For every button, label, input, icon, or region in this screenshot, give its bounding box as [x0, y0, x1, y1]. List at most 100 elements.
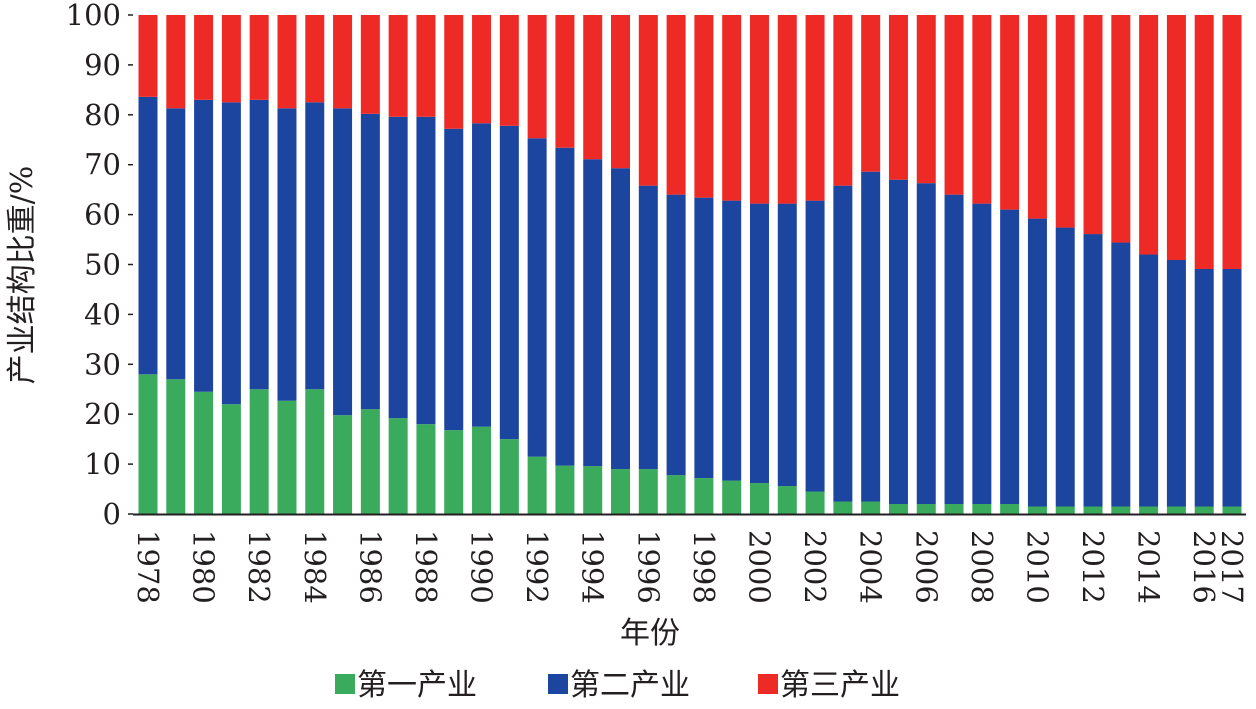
y-tick-label: 70 — [84, 148, 121, 182]
bar-segment-1997-series-1 — [666, 475, 686, 514]
bar-segment-2001-series-3 — [777, 15, 797, 204]
x-tick-label: 2016 — [1187, 530, 1221, 604]
bar-segment-2009-series-2 — [1000, 209, 1020, 505]
bar-segment-2007-series-3 — [944, 15, 964, 195]
bar-segment-1994-series-1 — [583, 466, 603, 514]
bar-segment-1992-series-1 — [527, 456, 547, 514]
bar-segment-1991-series-3 — [499, 15, 519, 126]
bar-segment-2006-series-1 — [916, 504, 936, 514]
bar-segment-1986-series-2 — [360, 113, 380, 410]
bar-segment-1996-series-1 — [638, 469, 658, 514]
bar-segment-1981-series-2 — [221, 102, 241, 405]
x-tick-label: 1990 — [465, 530, 499, 604]
bar-segment-2014-series-2 — [1139, 254, 1159, 507]
bar-segment-1987-series-2 — [388, 116, 408, 419]
x-tick-label: 2008 — [965, 530, 999, 604]
x-tick-label: 1982 — [242, 530, 276, 604]
bar-segment-1985-series-3 — [333, 15, 353, 109]
bar-segment-2010-series-1 — [1027, 506, 1047, 514]
x-tick-label: 1998 — [687, 530, 721, 604]
bar-segment-1984-series-1 — [305, 389, 325, 514]
x-tick-label: 1992 — [520, 530, 554, 604]
x-tick-label: 1984 — [298, 530, 332, 604]
bar-segment-1980-series-1 — [194, 391, 214, 514]
y-tick-label: 60 — [84, 198, 121, 232]
bar-segment-1994-series-2 — [583, 159, 603, 467]
y-tick-label: 50 — [84, 248, 121, 282]
y-axis: 0 10 20 30 40 50 60 70 80 90 100 — [66, 0, 133, 531]
bar-segment-1980-series-2 — [194, 99, 214, 392]
bar-segment-2010-series-2 — [1027, 218, 1047, 507]
bar-segment-1988-series-2 — [416, 116, 436, 425]
bar-segment-2014-series-3 — [1139, 15, 1159, 255]
bar-segment-2013-series-3 — [1111, 15, 1131, 243]
bar-segment-1988-series-3 — [416, 15, 436, 117]
bar-segment-1999-series-1 — [722, 480, 742, 514]
bar-segment-2002-series-2 — [805, 200, 825, 492]
y-tick-label: 80 — [84, 98, 121, 132]
bar-segment-1998-series-1 — [694, 478, 714, 514]
y-axis-label: 产业结构比重/% — [5, 166, 40, 385]
bar-segment-2016-series-3 — [1194, 15, 1214, 269]
legend-swatch-3 — [758, 674, 778, 694]
bar-segment-2012-series-1 — [1083, 506, 1103, 514]
bar-segment-2002-series-3 — [805, 15, 825, 201]
x-tick-label: 1996 — [631, 530, 665, 604]
legend-label-1: 第一产业 — [357, 668, 477, 703]
bar-segment-2009-series-1 — [1000, 504, 1020, 514]
x-tick-label: 2014 — [1132, 530, 1166, 604]
bar-segment-2000-series-2 — [749, 203, 769, 484]
bar-segment-2016-series-1 — [1194, 506, 1214, 514]
bar-segment-1995-series-1 — [611, 469, 631, 514]
bar-segment-2004-series-3 — [861, 15, 881, 172]
y-tick-label: 20 — [84, 397, 121, 431]
y-tick-label: 40 — [84, 297, 121, 331]
x-tick-label: 2012 — [1076, 530, 1110, 604]
bar-segment-2015-series-1 — [1166, 506, 1186, 514]
bar-segment-1985-series-2 — [333, 108, 353, 416]
bar-segment-1997-series-2 — [666, 194, 686, 476]
bar-segment-2004-series-1 — [861, 501, 881, 514]
bar-segment-2001-series-2 — [777, 203, 797, 487]
bar-segment-1993-series-3 — [555, 15, 575, 148]
bar-segment-2005-series-3 — [888, 15, 908, 180]
bar-segment-2012-series-2 — [1083, 234, 1103, 507]
bar-segment-1980-series-3 — [194, 15, 214, 100]
bar-segment-1982-series-3 — [249, 15, 269, 100]
bar-segment-2007-series-2 — [944, 194, 964, 505]
x-tick-label: 1994 — [576, 530, 610, 604]
bar-segment-2008-series-2 — [972, 203, 992, 505]
bar-segment-1979-series-1 — [166, 379, 186, 514]
bar-segment-2008-series-3 — [972, 15, 992, 204]
bar-segment-1984-series-3 — [305, 15, 325, 103]
bar-segment-2016-series-2 — [1194, 268, 1214, 507]
y-tick-label: 90 — [84, 48, 121, 82]
bar-segment-1992-series-3 — [527, 15, 547, 139]
bar-segment-1983-series-3 — [277, 15, 297, 109]
bar-segment-2010-series-3 — [1027, 15, 1047, 219]
bar-segment-1991-series-1 — [499, 439, 519, 514]
bar-segment-2005-series-2 — [888, 179, 908, 505]
bar-segment-1991-series-2 — [499, 125, 519, 440]
x-tick-label: 2006 — [909, 530, 943, 604]
bar-segment-1981-series-3 — [221, 15, 241, 103]
y-tick-label: 10 — [84, 447, 121, 481]
bar-segment-1993-series-2 — [555, 147, 575, 466]
bar-segment-1998-series-3 — [694, 15, 714, 198]
bar-segment-1989-series-3 — [444, 15, 464, 129]
bar-segment-1999-series-2 — [722, 200, 742, 481]
legend-swatch-2 — [548, 674, 568, 694]
legend-label-2: 第二产业 — [570, 668, 690, 703]
bar-segment-2015-series-3 — [1166, 15, 1186, 261]
bar-segment-2009-series-3 — [1000, 15, 1020, 210]
y-tick-label: 100 — [66, 0, 121, 32]
bar-segment-2006-series-2 — [916, 183, 936, 505]
bar-segment-1995-series-3 — [611, 15, 631, 169]
x-tick-label: 1988 — [409, 530, 443, 604]
bar-segment-1985-series-1 — [333, 415, 353, 514]
bar-segment-1990-series-1 — [472, 426, 492, 514]
bar-segment-2003-series-2 — [833, 185, 853, 502]
x-axis: 1978 1980 1982 1984 1986 1988 1990 1992 1994 1996… — [131, 530, 1249, 604]
legend: 第一产业 第二产业 第三产业 — [335, 668, 900, 703]
